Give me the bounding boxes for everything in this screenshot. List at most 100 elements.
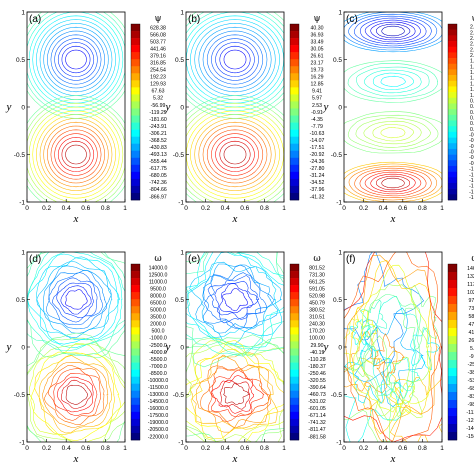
colorbar-tick-label: -1.46 [469, 178, 474, 184]
colorbar-tick-label: 117.61 [467, 282, 474, 288]
colorbar-tick-label: 102.93 [467, 290, 474, 296]
colorbar-swatch [448, 97, 457, 104]
panel-label: (d) [29, 254, 41, 265]
x-axis-label: x [73, 213, 79, 225]
colorbar-tick-label: 14000.0 [149, 265, 168, 271]
colorbar-tick-label: 146.94 [467, 266, 474, 272]
colorbar-tick-label: -98.42 [468, 402, 474, 408]
field-contour-7 [344, 345, 393, 404]
lower-contour-9 [186, 340, 284, 442]
colorbar-swatch [290, 376, 299, 384]
lower-contour-8 [190, 114, 280, 195]
upper-contour-13 [27, 12, 125, 119]
colorbar-swatch [448, 368, 457, 377]
colorbar-tick-label: 316.85 [150, 61, 166, 67]
x-tick-label: 0.4 [379, 445, 388, 452]
field-contour-15 [344, 335, 394, 442]
lower-contour-11 [186, 102, 284, 202]
upper-contour-5 [47, 30, 105, 89]
colorbar-swatch [448, 416, 457, 425]
colorbar-tick-label: -4.35 [311, 117, 323, 123]
colorbar-tick-label: 8000.0 [150, 293, 166, 299]
colorbar-tick-label: -430.83 [149, 145, 167, 151]
panel-e: 0 0.2 0.4 0.6 0.8 1 1 0.5 0 -0.5 -1 x y (e) 801.52731.… [165, 249, 326, 465]
colorbar-tick-label: 30.05 [311, 46, 324, 52]
colorbar-tick-label: -250.46 [308, 371, 326, 377]
colorbar-swatch [448, 344, 457, 353]
field-contour-4 [389, 382, 415, 414]
colorbar-swatch [290, 411, 299, 420]
upper-contour-1 [219, 283, 254, 314]
colorbar-swatch [448, 148, 457, 155]
colorbar-swatch [290, 320, 299, 328]
field-contour-12 [344, 318, 377, 372]
colorbar-swatch [448, 182, 457, 189]
colorbar-swatch [131, 38, 140, 46]
colorbar-tick-label: 23.17 [311, 61, 324, 67]
colorbar-tick-label: -320.55 [308, 378, 326, 384]
x-tick-label: 0 [25, 445, 29, 452]
y-axis-label: y [6, 341, 12, 353]
lower-contour-3 [211, 133, 259, 176]
colorbar-swatch [448, 194, 457, 201]
colorbar-tick-label: -17.51 [310, 145, 325, 151]
lower-contour-1 [219, 140, 251, 169]
upper-contour-3 [54, 38, 98, 81]
colorbar-tick-label: -368.52 [149, 138, 167, 144]
colorbar-swatch [131, 157, 140, 166]
colorbar-tick-label: 1.49 [470, 76, 474, 82]
lower-contour-3 [364, 171, 422, 195]
colorbar-swatch [290, 383, 299, 392]
colorbar-tick-label: 41.98 [469, 330, 474, 336]
colorbar-tick-label: 40.30 [311, 25, 324, 31]
colorbar-tick-label: 67.63 [152, 89, 165, 95]
y-tick-label: 0 [338, 344, 342, 351]
colorbar-tick-label: 2.82 [470, 30, 474, 36]
colorbar-tick-label: -119.29 [149, 110, 166, 116]
colorbar-tick-label: -38.78 [468, 370, 474, 376]
y-tick-label: -1 [336, 439, 342, 446]
x-tick-label: 0.6 [398, 445, 407, 452]
x-axis-label: x [73, 453, 79, 465]
colorbar: 2.962.822.642.482.312.151.991.821.661.49… [447, 14, 474, 201]
lower-contour-2 [57, 137, 95, 172]
colorbar-swatch [448, 114, 457, 121]
lower-contour-2 [370, 173, 416, 193]
colorbar-tick-label: 503.77 [150, 39, 166, 45]
y-tick-label: -1 [19, 439, 25, 446]
colorbar-swatch [290, 31, 299, 39]
lower-contour-4 [50, 129, 102, 180]
colorbar-swatch [131, 355, 140, 363]
colorbar-swatch [131, 136, 140, 144]
upper-contour-13 [186, 252, 284, 368]
lower-contour-8 [344, 161, 442, 202]
colorbar-swatch [448, 131, 457, 138]
lower-contour-0 [65, 144, 87, 165]
mid-upper-contour-2 [363, 69, 422, 94]
colorbar-tick-label: -22000.0 [148, 434, 169, 440]
colorbar-swatch [448, 86, 457, 93]
colorbar-swatch [448, 296, 457, 305]
colorbar-tick-label: 9.41 [312, 89, 322, 95]
upper-contour-3 [364, 19, 421, 43]
colorbar-swatch [290, 24, 299, 32]
colorbar-tick-label: 1.66 [470, 70, 474, 76]
colorbar-tick-label: 5.32 [153, 96, 163, 102]
lower-contour-9 [32, 110, 120, 199]
lower-contour-11 [27, 102, 125, 202]
upper-contour-2 [214, 280, 260, 320]
colorbar-tick-label: 5000.0 [150, 308, 166, 314]
y-tick-label: -1 [178, 439, 184, 446]
colorbar-swatch [131, 411, 140, 420]
outer-contour-6 [344, 252, 442, 442]
colorbar-swatch [131, 278, 140, 286]
upper-contour-5 [46, 269, 108, 330]
colorbar-swatch [290, 271, 299, 279]
colorbar-title: ψ [313, 14, 320, 24]
lower-contour-0 [65, 384, 88, 405]
upper-contour-3 [207, 275, 262, 324]
colorbar-swatch [448, 360, 457, 369]
colorbar-tick-label: 33.49 [311, 39, 324, 45]
